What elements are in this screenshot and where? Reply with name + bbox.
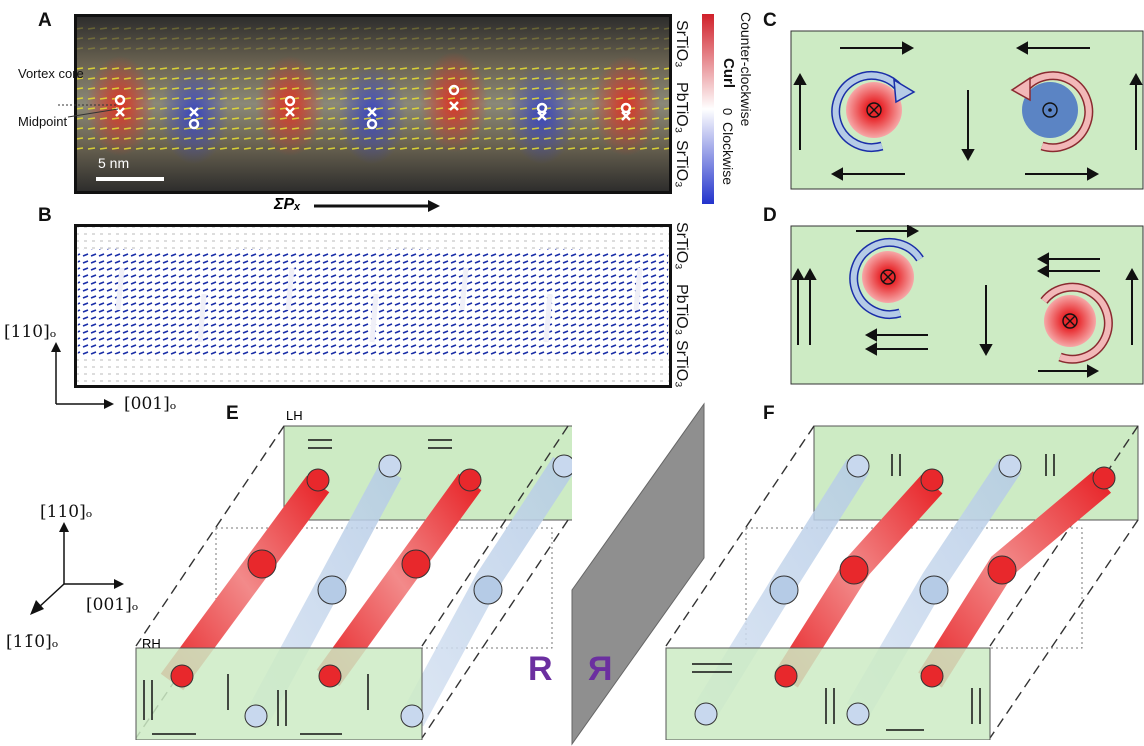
panel-label-b: B (38, 205, 52, 226)
panel-b-layer-mid: PbTiO₃ (673, 284, 690, 336)
rh-label: RH (142, 636, 161, 651)
panel-a-layer-mid: PbTiO₃ (673, 82, 690, 134)
axis-2d-x-label: [001]ₒ (124, 394, 177, 414)
axis-3d-diag-label: [11̄0]ₒ (6, 632, 59, 652)
scale-bar-label: 5 nm (98, 155, 130, 171)
mirror-letter-r: R (528, 650, 553, 688)
sum-px-arrow (314, 200, 440, 212)
sum-px-label: ΣPₓ (274, 196, 301, 213)
colorbar-label-zero: 0 (720, 108, 735, 116)
vortex-core-label: Vortex core (18, 66, 84, 81)
panel-a-layer-bottom: SrTiO₃ (673, 140, 690, 188)
panel-label-a: A (38, 10, 52, 31)
midpoint-label: Midpoint (18, 114, 68, 129)
panel-a-curl-map (74, 14, 672, 194)
panel-label-f: F (763, 403, 775, 424)
lh-label: LH (286, 408, 303, 423)
annotation-leaders (58, 104, 119, 118)
panel-label-c: C (763, 10, 777, 31)
panel-c-vortex-schematic (790, 30, 1144, 190)
axis-2d-y-label: [110]ₒ (4, 322, 57, 342)
axis-3d-right-label: [001]ₒ (86, 595, 139, 615)
panel-e-3d-vortex-tubes (135, 425, 572, 740)
panel-b-layer-bottom: SrTiO₃ (673, 340, 690, 388)
axes-2d-arrows (51, 342, 114, 409)
colorbar-label-curl: Curl (720, 58, 737, 88)
curl-colorbar (702, 14, 714, 204)
axes-3d-arrows (30, 522, 124, 615)
panel-b-polarization-map (74, 224, 672, 388)
panel-label-e: E (226, 403, 239, 424)
colorbar-label-ccw: Counter-clockwise (738, 12, 754, 127)
panel-f-3d-vortex-tubes (665, 425, 1139, 740)
panel-label-d: D (763, 205, 777, 226)
panel-d-vortex-schematic (790, 225, 1144, 385)
mirror-letter-r-reflected: Я (588, 650, 613, 688)
axis-3d-up-label: [110]ₒ (40, 502, 93, 522)
panel-a-layer-top: SrTiO₃ (673, 20, 690, 68)
panel-b-layer-top: SrTiO₃ (673, 222, 690, 270)
mirror-plane (571, 402, 705, 746)
colorbar-label-cw: Clockwise (720, 122, 736, 186)
